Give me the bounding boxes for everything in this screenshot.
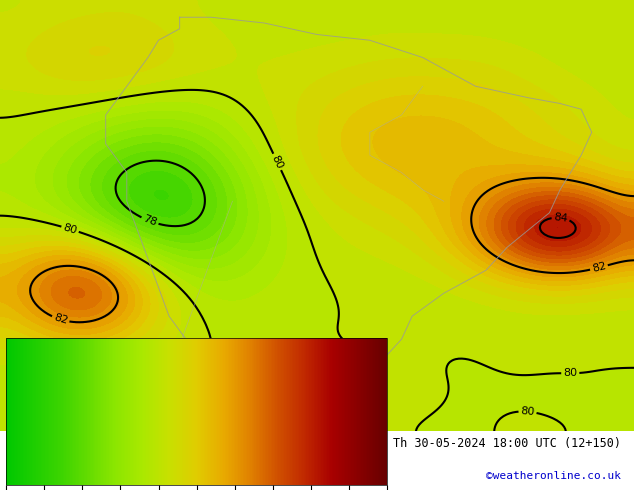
Text: Height/Temp. 925 hPa mean+σ [gpdm] ECMWF: Height/Temp. 925 hPa mean+σ [gpdm] ECMWF [6, 437, 292, 450]
Text: 82: 82 [591, 261, 607, 274]
Text: 82: 82 [52, 313, 69, 326]
Text: 78: 78 [141, 214, 158, 228]
Text: 84: 84 [553, 212, 569, 224]
Text: 80: 80 [563, 368, 578, 378]
Text: 80: 80 [62, 222, 79, 236]
Text: 80: 80 [520, 406, 535, 417]
Text: Th 30-05-2024 18:00 UTC (12+150): Th 30-05-2024 18:00 UTC (12+150) [393, 437, 621, 450]
Text: ©weatheronline.co.uk: ©weatheronline.co.uk [486, 471, 621, 481]
Text: 80: 80 [269, 153, 285, 171]
